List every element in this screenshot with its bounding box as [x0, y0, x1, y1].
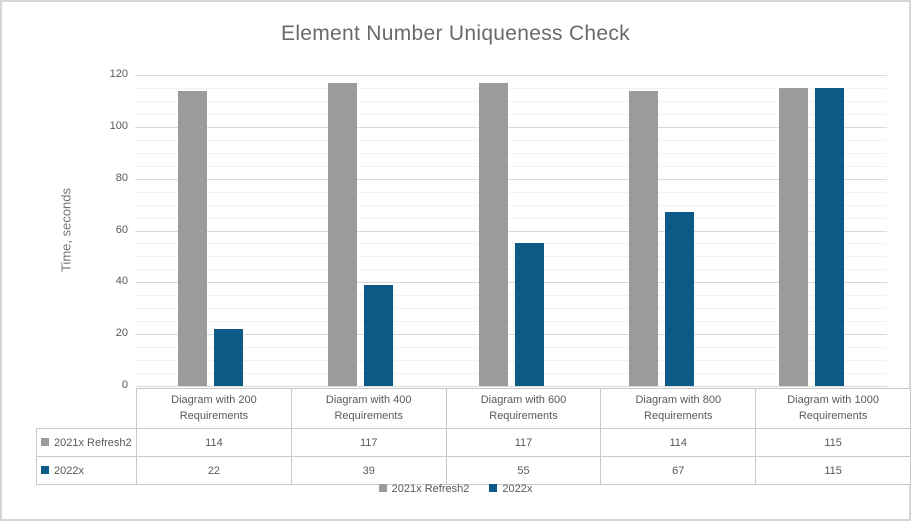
legend-label: 2021x Refresh2 [391, 483, 470, 495]
series-label-cell: 2021x Refresh2 [35, 428, 138, 457]
minor-gridline [135, 191, 887, 193]
bar-2021x-refresh2 [177, 90, 207, 386]
value-cell: 117 [290, 428, 447, 457]
legend-item: 2022x [489, 483, 532, 495]
legend-key-icon [378, 484, 387, 492]
bar-2022x [364, 284, 394, 386]
minor-gridline [135, 360, 887, 362]
value-cell: 55 [445, 456, 602, 485]
category-header-cell: Diagram with 400 Requirements [290, 388, 447, 429]
minor-gridline [135, 139, 887, 141]
category-header-cell: Diagram with 1000 Requirements [755, 388, 911, 429]
major-gridline [135, 178, 887, 180]
value-cell: 115 [755, 456, 911, 485]
y-axis-title: Time, seconds [58, 187, 74, 273]
minor-gridline [135, 152, 887, 154]
table-corner-cell [36, 388, 137, 429]
legend-label: 2022x [502, 483, 533, 495]
major-gridline [135, 230, 887, 232]
minor-gridline [135, 347, 887, 349]
bar-2022x [815, 87, 845, 386]
value-cell: 67 [600, 456, 757, 485]
minor-gridline [135, 321, 887, 323]
series-label-cell: 2022x [35, 456, 138, 485]
value-cell: 115 [755, 428, 911, 457]
bar-2021x-refresh2 [628, 90, 658, 386]
major-gridline [135, 334, 887, 336]
minor-gridline [135, 295, 887, 297]
legend-key-icon [41, 437, 49, 446]
legend-key-icon [489, 484, 498, 492]
major-gridline [135, 126, 887, 128]
minor-gridline [135, 308, 887, 310]
value-cell: 114 [136, 428, 292, 457]
minor-gridline [135, 165, 887, 167]
bar-2021x-refresh2 [779, 87, 809, 386]
major-gridline [135, 282, 887, 284]
category-header-cell: Diagram with 600 Requirements [445, 388, 602, 429]
y-tick-label: 80 [115, 171, 128, 184]
y-tick-label: 120 [109, 68, 128, 80]
minor-gridline [135, 100, 887, 102]
minor-gridline [135, 373, 887, 375]
bar-2022x [664, 212, 694, 386]
minor-gridline [135, 217, 887, 219]
bar-2021x-refresh2 [478, 82, 508, 386]
chart-title: Element Number Uniqueness Check [281, 22, 630, 45]
minor-gridline [135, 204, 887, 206]
y-tick-label: 20 [115, 327, 128, 340]
bar-2022x [514, 243, 544, 386]
y-tick-label: 0 [121, 379, 128, 391]
value-cell: 22 [136, 456, 292, 485]
y-tick-label: 60 [115, 223, 128, 236]
plot-area [135, 75, 887, 387]
bar-2022x [213, 328, 243, 386]
y-tick-label: 100 [109, 119, 128, 132]
bar-2021x-refresh2 [328, 82, 358, 386]
major-gridline [135, 75, 887, 76]
table-row: 2022x 22 39 55 67 115 [35, 456, 911, 485]
value-cell: 39 [290, 456, 447, 485]
table-row: 2021x Refresh2 114 117 117 114 115 [35, 428, 911, 457]
major-gridline [135, 386, 887, 387]
y-tick-label: 40 [115, 275, 128, 288]
value-cell: 114 [600, 428, 757, 457]
legend-key-icon [41, 465, 49, 474]
minor-gridline [135, 243, 887, 245]
minor-gridline [135, 269, 887, 271]
legend-item: 2021x Refresh2 [378, 483, 470, 495]
category-header-cell: Diagram with 800 Requirements [600, 388, 757, 429]
minor-gridline [135, 113, 887, 115]
category-header-cell: Diagram with 200 Requirements [136, 388, 292, 429]
data-table: Diagram with 200 Requirements Diagram wit… [35, 388, 911, 485]
legend: 2021x Refresh2 2022x [0, 483, 911, 495]
value-cell: 117 [445, 428, 602, 457]
minor-gridline [135, 87, 887, 89]
minor-gridline [135, 256, 887, 258]
